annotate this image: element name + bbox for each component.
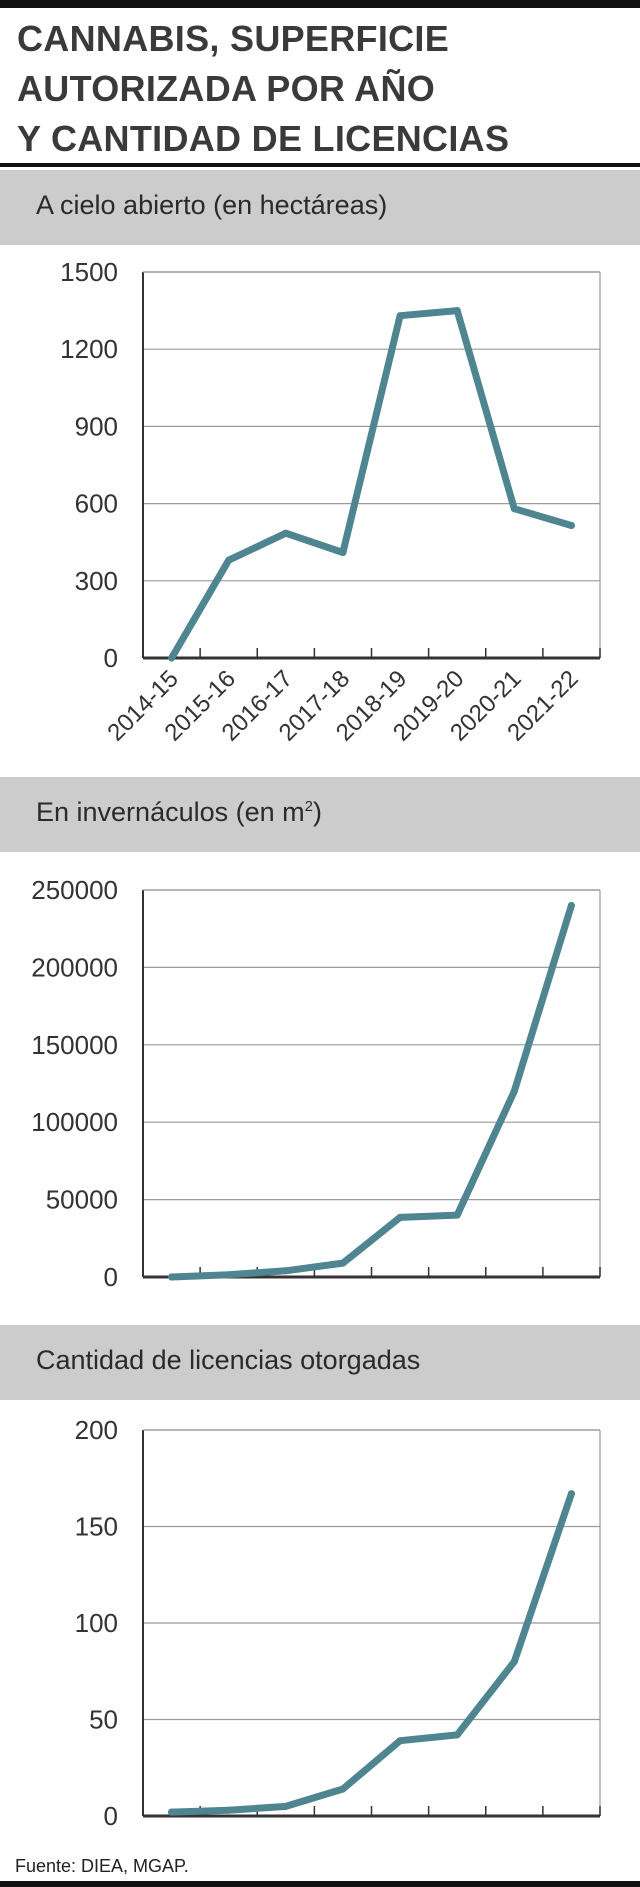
title-line: Y CANTIDAD DE LICENCIAS (17, 118, 510, 159)
data-point (396, 312, 404, 320)
y-tick-label: 100 (75, 1608, 118, 1638)
y-tick-label: 50000 (46, 1185, 118, 1215)
data-point (453, 307, 461, 315)
data-point (225, 556, 233, 564)
chart-licenses: 0 50 100 150 200 (75, 1415, 601, 1831)
section-title: Cantidad de licencias otorgadas (36, 1345, 421, 1375)
series-line (168, 307, 575, 662)
data-point (567, 1490, 575, 1498)
page-title: CANNABIS, SUPERFICIE AUTORIZADA POR AÑO … (17, 14, 617, 164)
data-point (225, 1271, 233, 1279)
y-tick-label: 0 (104, 1262, 118, 1292)
data-point (168, 654, 176, 662)
data-point (168, 1273, 176, 1281)
y-tick-label: 1200 (60, 334, 118, 364)
y-tick-label: 150000 (31, 1030, 118, 1060)
y-tick-label: 300 (75, 566, 118, 596)
section-title-text: En invernáculos (en m (36, 797, 305, 827)
section-header-greenhouse: En invernáculos (en m2) (0, 777, 640, 852)
data-point (510, 505, 518, 513)
data-point (282, 1802, 290, 1810)
title-rule (0, 163, 640, 167)
title-line: CANNABIS, SUPERFICIE (17, 18, 450, 59)
y-tick-label: 900 (75, 411, 118, 441)
data-point (453, 1211, 461, 1219)
data-point (339, 548, 347, 556)
section-header-open-air: A cielo abierto (en hectáreas) (0, 170, 640, 245)
y-tick-label: 1500 (60, 257, 118, 287)
data-point (396, 1737, 404, 1745)
data-point (567, 901, 575, 909)
source-note: Fuente: DIEA, MGAP. (15, 1856, 189, 1876)
data-point (225, 1806, 233, 1814)
section-title-superscript: 2 (304, 798, 313, 815)
section-title: A cielo abierto (en hectáreas) (36, 190, 388, 220)
section-title: En invernáculos (en m2) (36, 797, 322, 828)
data-point (339, 1259, 347, 1267)
y-tick-label: 200000 (31, 952, 118, 982)
data-point (282, 1267, 290, 1275)
y-tick-label: 200 (75, 1415, 118, 1445)
chart-open-air: 0300600900120015002014-152015-162016-172… (60, 257, 601, 747)
chart-greenhouse: 0 50000 100000 150000 200000 250000 (31, 875, 601, 1292)
data-point (453, 1731, 461, 1739)
data-point (567, 521, 575, 529)
top-rule (0, 0, 640, 8)
data-point (510, 1087, 518, 1095)
y-tick-label: 50 (89, 1705, 118, 1735)
section-title-end: ) (312, 797, 322, 827)
data-point (339, 1785, 347, 1793)
series-line (168, 1490, 575, 1816)
bottom-rule (0, 1881, 640, 1887)
data-point (168, 1808, 176, 1816)
y-tick-label: 600 (75, 489, 118, 519)
data-point (396, 1213, 404, 1221)
y-tick-label: 100000 (31, 1107, 118, 1137)
y-tick-label: 0 (104, 1801, 118, 1831)
section-header-licenses: Cantidad de licencias otorgadas (0, 1325, 640, 1400)
data-point (282, 529, 290, 537)
data-point (510, 1658, 518, 1666)
title-line: AUTORIZADA POR AÑO (17, 68, 436, 109)
y-tick-label: 250000 (31, 875, 118, 905)
y-tick-label: 0 (104, 643, 118, 673)
y-tick-label: 150 (75, 1512, 118, 1542)
series-line (168, 902, 575, 1281)
